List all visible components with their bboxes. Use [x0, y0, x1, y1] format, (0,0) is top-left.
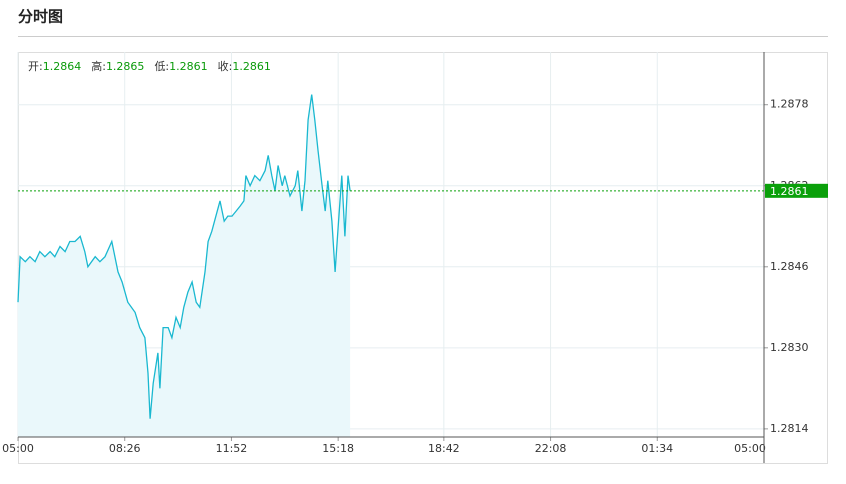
- y-tick-label: 1.2814: [770, 422, 809, 435]
- stat-label: 收:: [218, 59, 233, 73]
- x-tick-label: 05:00: [734, 442, 766, 455]
- stat-value: 1.2865: [106, 60, 145, 73]
- stat-label: 开:: [28, 60, 43, 73]
- y-tick-label: 1.2830: [770, 341, 809, 354]
- current-label: 1.2861: [770, 185, 809, 198]
- y-tick-label: 1.2846: [770, 260, 809, 273]
- stat-label: 低:: [154, 60, 169, 73]
- chart-title: 分时图: [18, 8, 63, 26]
- x-tick-label: 05:00: [2, 442, 34, 455]
- area: [18, 94, 351, 437]
- stat-value: 1.2861: [232, 60, 271, 73]
- x-tick-label: 15:18: [322, 442, 354, 455]
- y-tick-label: 1.2878: [770, 98, 809, 111]
- stat-value: 1.2864: [43, 60, 82, 73]
- x-tick-label: 11:52: [216, 442, 248, 455]
- price-line: [17, 94, 351, 419]
- x-tick-label: 08:26: [109, 442, 141, 455]
- x-tick-label: 18:42: [428, 442, 460, 455]
- x-tick-label: 22:08: [535, 442, 567, 455]
- current-box: [765, 183, 828, 198]
- x-tick-label: 01:34: [641, 442, 673, 455]
- stat-value: 1.2861: [169, 60, 208, 73]
- stat-label: 高:: [91, 59, 106, 73]
